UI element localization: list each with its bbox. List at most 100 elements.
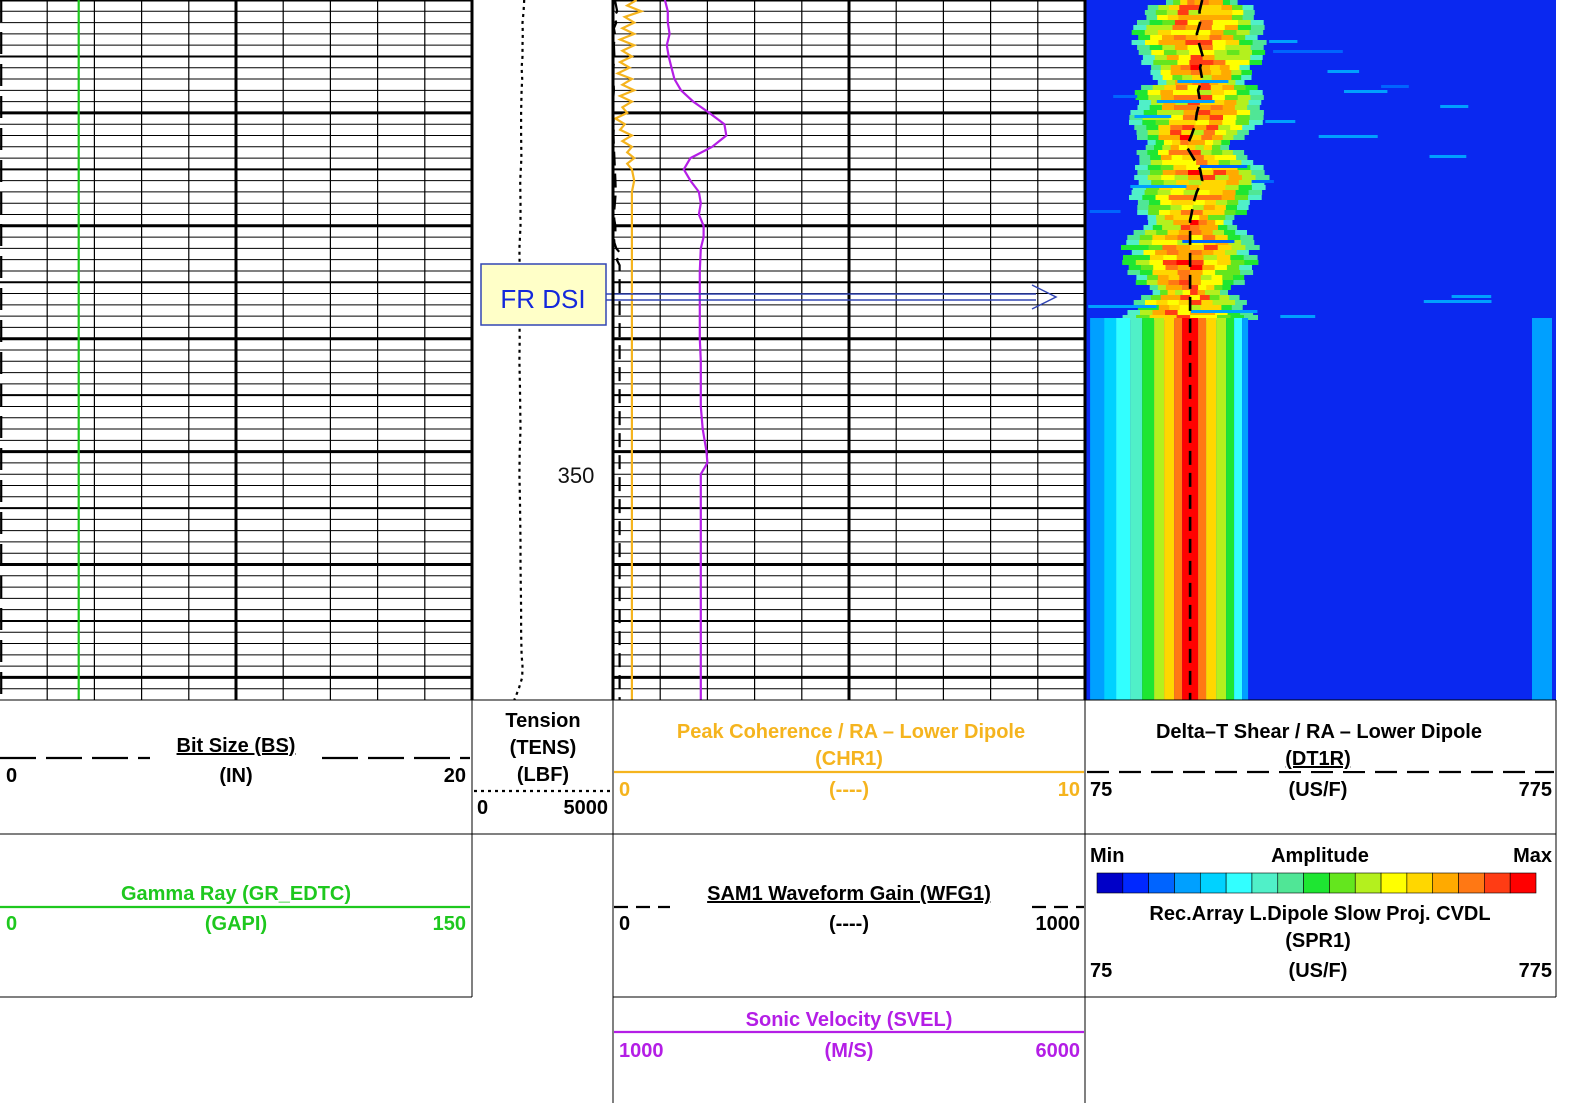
vdl-cell (1241, 160, 1254, 165)
vdl-cell (1231, 305, 1243, 310)
vdl-cell (1208, 195, 1223, 200)
vdl-cell (1179, 150, 1191, 155)
vdl-cell (1199, 215, 1209, 220)
vdl-cell (1190, 290, 1199, 295)
colorbar-swatch (1484, 872, 1511, 894)
vdl-cell (1181, 220, 1191, 225)
vdl-cell (1190, 270, 1204, 275)
bit-size-unit: (IN) (219, 765, 252, 787)
vdl-cell (1173, 215, 1183, 220)
vdl-cell (1212, 135, 1224, 140)
vdl-cell (1211, 280, 1224, 285)
vdl-band (1154, 318, 1165, 700)
waveform-gain-unit: (----) (829, 913, 869, 935)
vdl-cell (1134, 125, 1147, 130)
vdl-cell (1176, 245, 1191, 250)
vdl-cell (1190, 250, 1203, 255)
vdl-cell (1222, 135, 1234, 140)
vdl-cell (1236, 155, 1248, 160)
vdl-cell (1236, 90, 1250, 95)
vdl-cell (1248, 190, 1263, 195)
vdl-cell (1238, 180, 1252, 185)
vdl-cell (1158, 150, 1170, 155)
vdl-cell (1177, 10, 1190, 15)
vdl-cell (1212, 290, 1221, 295)
vdl-edge (1532, 318, 1552, 700)
vdl-cell (1173, 95, 1188, 100)
vdl-cell (1250, 55, 1263, 60)
vdl-cell (1155, 10, 1168, 15)
vdl-cell (1165, 60, 1178, 65)
vdl-cell (1131, 250, 1144, 255)
vdl-cell (1138, 50, 1152, 55)
vdl-cell (1175, 85, 1188, 90)
vdl-cell (1163, 315, 1178, 320)
vdl-cell (1225, 20, 1239, 25)
vdl-cell (1190, 65, 1201, 70)
vdl-cell (1158, 40, 1173, 45)
vdl-cell (1185, 40, 1200, 45)
vdl-cell (1128, 265, 1142, 270)
vdl-cell (1171, 155, 1183, 160)
vdl-streak (1134, 115, 1172, 118)
vdl-cell (1226, 170, 1240, 175)
vdl-cell (1216, 215, 1226, 220)
vdl-image (1086, 0, 1556, 700)
vdl-cell (1185, 35, 1199, 40)
vdl-cell (1224, 90, 1238, 95)
vdl-cell (1209, 190, 1224, 195)
vdl-cell (1162, 160, 1174, 165)
vdl-streak (1344, 90, 1388, 93)
vdl-cell (1208, 225, 1219, 230)
colorbar-swatch (1329, 872, 1356, 894)
colorbar-swatch (1096, 872, 1124, 894)
vdl-cell (1142, 120, 1157, 125)
header-tension: Tension (TENS) (LBF) 0 5000 (474, 710, 611, 819)
vdl-cell (1157, 110, 1171, 115)
vdl-cell (1158, 135, 1170, 140)
vdl-cell (1188, 10, 1200, 15)
vdl-cell (1255, 175, 1270, 180)
vdl-cell (1245, 35, 1258, 40)
vdl-cell (1220, 290, 1228, 295)
vdl-band (1164, 318, 1175, 700)
vdl-cell (1206, 285, 1215, 290)
vdl-cell (1213, 180, 1227, 185)
vdl-cell (1160, 65, 1172, 70)
vdl-cell (1222, 85, 1235, 90)
vdl-cell (1156, 220, 1166, 225)
vdl-cell (1154, 55, 1168, 60)
vdl-cell (1149, 45, 1163, 50)
vdl-cell (1212, 20, 1226, 25)
vdl-cell (1198, 25, 1213, 30)
vdl-cell (1195, 145, 1205, 150)
vdl-cell (1170, 65, 1182, 70)
vdl-cell (1237, 95, 1251, 100)
vdl-cell (1207, 160, 1220, 165)
vdl-cell (1229, 65, 1240, 70)
vdl-cell (1173, 165, 1187, 170)
vdl-cell (1149, 200, 1161, 205)
vdl-cell (1197, 290, 1206, 295)
amplitude-title: Amplitude (1271, 845, 1369, 867)
vdl-cell (1235, 190, 1250, 195)
vdl-cell (1193, 155, 1205, 160)
vdl-cell (1203, 245, 1219, 250)
vdl-cell (1196, 115, 1211, 120)
vdl-cell (1149, 105, 1163, 110)
vdl-cell (1142, 195, 1156, 200)
vdl-cell (1179, 275, 1191, 280)
vdl-cell (1210, 65, 1221, 70)
header-peak-coherence: Peak Coherence / RA – Lower Dipole (CHR1… (614, 721, 1084, 801)
vdl-cell (1165, 285, 1175, 290)
vdl-cell (1173, 35, 1187, 40)
vdl-cell (1157, 285, 1167, 290)
vdl-cell (1171, 200, 1183, 205)
colorbar-swatch (1458, 872, 1485, 894)
vdl-cell (1122, 315, 1137, 320)
vdl-streak (1182, 240, 1235, 243)
vdl-cell (1225, 155, 1237, 160)
spr1-max: 775 (1519, 960, 1552, 982)
vdl-cell (1177, 265, 1191, 270)
